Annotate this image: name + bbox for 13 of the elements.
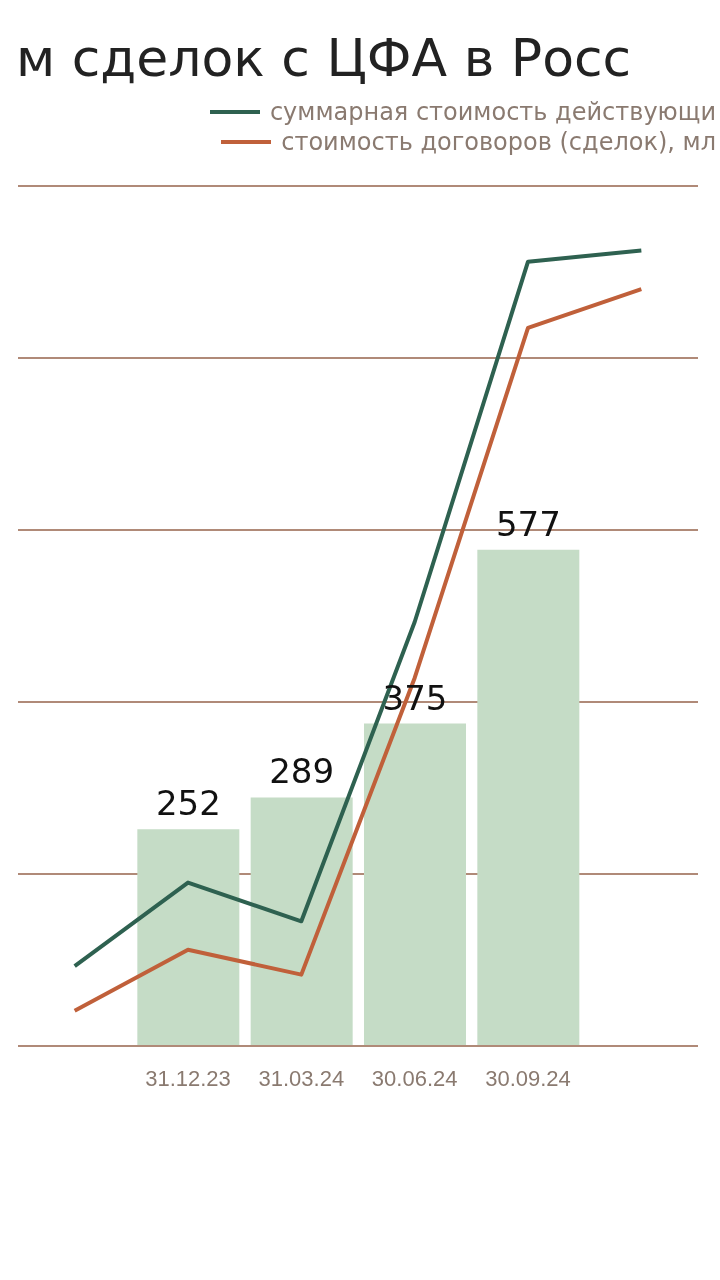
- data-label: 289: [269, 751, 335, 792]
- bar: [137, 829, 240, 1046]
- bar: [364, 723, 466, 1046]
- x-tick-label: 30.06.24: [371, 1065, 458, 1091]
- bar: [477, 549, 580, 1046]
- chart-title: м сделок с ЦФА в Росс: [15, 27, 633, 90]
- bar: [250, 797, 353, 1046]
- x-tick-label: 30.09.24: [485, 1065, 571, 1091]
- legend-label: стоимость договоров (сделок), мл: [281, 128, 716, 156]
- x-tick-label: 31.03.24: [258, 1065, 345, 1091]
- x-tick-label: 31.12.23: [145, 1065, 231, 1091]
- data-label: 252: [155, 783, 221, 824]
- legend-label: суммарная стоимость действующи: [269, 98, 716, 126]
